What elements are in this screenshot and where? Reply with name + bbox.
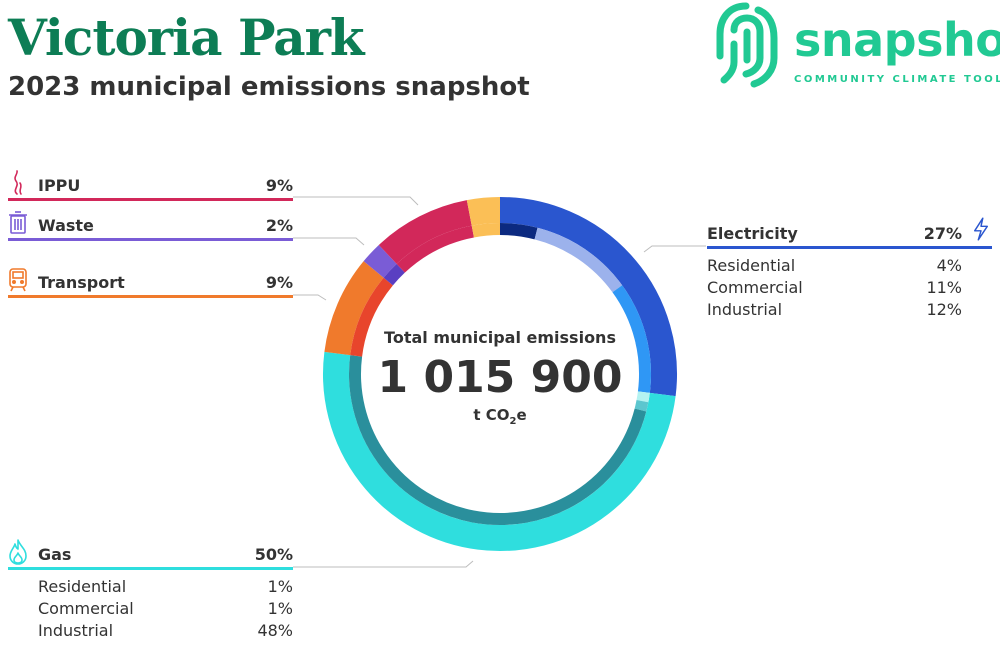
sector-waste-underline <box>8 238 293 241</box>
logo-wordmark: snapshot <box>794 13 1000 67</box>
sector-transport-pct: 9% <box>265 273 293 292</box>
sector-waste-pct: 2% <box>265 216 293 235</box>
page-title: Victoria Park <box>8 8 365 67</box>
electricity-sub-industrial: Industrial 12% <box>707 300 962 319</box>
total-emissions-value: 1 015 900 <box>377 352 623 403</box>
outer-slice-ippu <box>378 200 473 265</box>
inner-slice-waste-waste <box>383 263 405 286</box>
inner-slice-transport-transport <box>350 277 393 357</box>
gas-sub-industrial: Industrial 48% <box>38 621 293 640</box>
outer-slice-electricity <box>499 197 677 397</box>
waste-leader-line <box>293 237 365 246</box>
inner-slice-gas-commercial <box>634 400 649 412</box>
gas-sub-residential: Residential 1% <box>38 577 293 596</box>
outer-slice-gas <box>323 351 676 551</box>
inner-slice-gas-industrial <box>349 355 647 525</box>
smoke-icon <box>14 170 22 195</box>
inner-slice-other-other <box>471 223 501 238</box>
page-subtitle: 2023 municipal emissions snapshot <box>8 72 530 102</box>
emissions-unit: t CO2e <box>473 406 527 427</box>
sector-waste: Waste 2% <box>8 211 293 244</box>
flame-icon <box>9 539 27 565</box>
sector-electricity: Electricity 27% Residential 4% Commercial 1… <box>707 217 992 322</box>
outer-slice-waste <box>363 244 397 278</box>
electricity-leader-line <box>643 245 706 253</box>
bin-icon <box>9 211 27 234</box>
ippu-leader-line <box>293 196 419 206</box>
center-label: Total municipal emissions <box>384 328 616 347</box>
sector-ippu-underline <box>8 198 293 201</box>
sector-electricity-underline <box>707 246 992 249</box>
sector-electricity-pct: 27% <box>923 224 962 243</box>
outer-ring <box>323 196 677 551</box>
gas-leader-line <box>293 560 474 568</box>
transport-leader-line <box>293 294 327 301</box>
logo-tagline: COMMUNITY CLIMATE TOOL <box>794 74 1000 85</box>
snapshot-logo: snapshot COMMUNITY CLIMATE TOOL <box>714 0 1000 92</box>
sector-ippu-label: IPPU <box>38 176 81 195</box>
inner-slice-electricity-industrial <box>612 285 651 393</box>
train-icon <box>9 268 27 292</box>
inner-slice-ippu-ippu <box>396 225 475 273</box>
sector-transport-underline <box>8 295 293 298</box>
outer-slice-transport <box>324 261 384 356</box>
lightning-icon <box>973 217 989 241</box>
inner-slice-electricity-commercial <box>534 227 623 293</box>
sector-transport-label: Transport <box>38 273 125 292</box>
inner-slice-gas-residential <box>636 391 650 403</box>
sector-electricity-label: Electricity <box>707 224 798 243</box>
sector-gas: Gas 50% Residential 1% Commercial 1% Indust… <box>8 539 293 643</box>
inner-slice-electricity-residential <box>499 223 538 240</box>
fingerprint-icon <box>716 2 778 88</box>
sector-gas-label: Gas <box>38 545 72 564</box>
electricity-sub-commercial: Commercial 11% <box>707 278 962 297</box>
sector-gas-underline <box>8 567 293 570</box>
sector-waste-label: Waste <box>38 216 94 235</box>
electricity-sub-residential: Residential 4% <box>707 256 962 275</box>
sector-gas-pct: 50% <box>254 545 293 564</box>
sector-ippu: IPPU 9% <box>8 170 293 204</box>
inner-ring <box>349 223 651 525</box>
sector-ippu-pct: 9% <box>265 176 293 195</box>
gas-sub-commercial: Commercial 1% <box>38 599 293 618</box>
sector-transport: Transport 9% <box>8 268 293 301</box>
outer-slice-other <box>466 196 501 226</box>
